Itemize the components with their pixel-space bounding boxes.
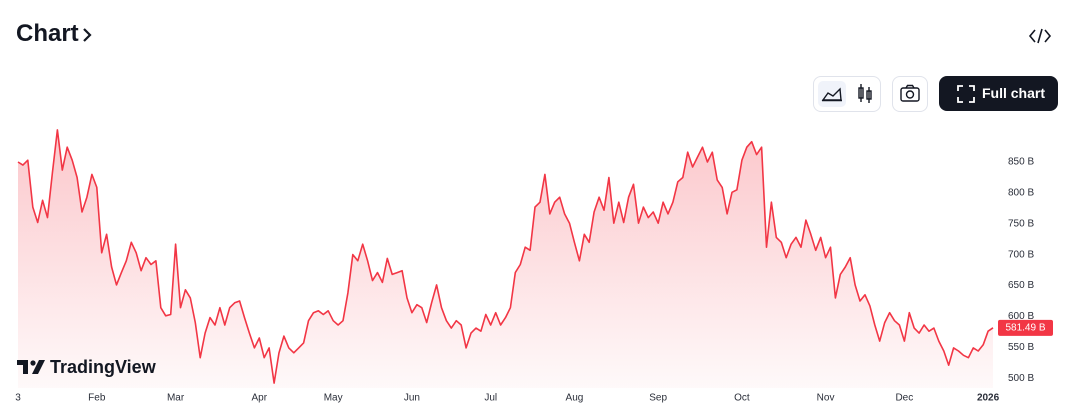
area-icon (821, 87, 842, 102)
y-tick-label: 550 B (1008, 342, 1034, 353)
last-value-label: 581.49 B (1005, 322, 1045, 333)
price-line (17, 129, 994, 384)
area-fill (18, 129, 993, 388)
y-tick-label: 500 B (1008, 373, 1034, 384)
y-tick-label: 800 B (1008, 188, 1034, 199)
area-style-button[interactable] (818, 81, 846, 107)
fullscreen-icon (957, 85, 975, 103)
x-tick-label: 2026 (977, 393, 1000, 404)
y-tick-label: 650 B (1008, 280, 1034, 291)
y-tick-label: 700 B (1008, 249, 1034, 260)
x-tick-label: Apr (252, 393, 268, 404)
last-value-badge (998, 319, 1053, 336)
candle-style-button[interactable] (852, 81, 878, 107)
x-tick-label: Dec (895, 393, 913, 404)
y-tick-label: 850 B (1008, 157, 1034, 168)
y-tick-label: 750 B (1008, 218, 1034, 229)
x-tick-label: Mar (167, 393, 185, 404)
embed-code-icon[interactable] (1028, 27, 1052, 45)
x-tick-label: May (324, 393, 343, 404)
brand-name: TradingView (50, 357, 156, 377)
chart-title[interactable]: Chart (16, 20, 79, 47)
full-chart-label: Full chart (982, 85, 1046, 101)
chevron-icon[interactable] (82, 27, 92, 43)
full-chart-button[interactable]: Full chart (939, 76, 1058, 111)
x-tick-label: 3 (15, 393, 21, 404)
logo-mark (17, 360, 45, 374)
x-tick-label: Feb (88, 393, 106, 404)
camera-icon (900, 84, 920, 102)
chart-style-toggle (813, 76, 881, 112)
x-tick-label: Aug (566, 393, 584, 404)
x-tick-label: Oct (734, 393, 750, 404)
x-tick-label: Jun (404, 393, 420, 404)
snapshot-button[interactable] (892, 76, 928, 112)
x-tick-label: Sep (649, 393, 667, 404)
y-tick-label: 600 B (1008, 311, 1034, 322)
x-tick-label: Jul (484, 393, 497, 404)
x-tick-label: Nov (817, 393, 835, 404)
